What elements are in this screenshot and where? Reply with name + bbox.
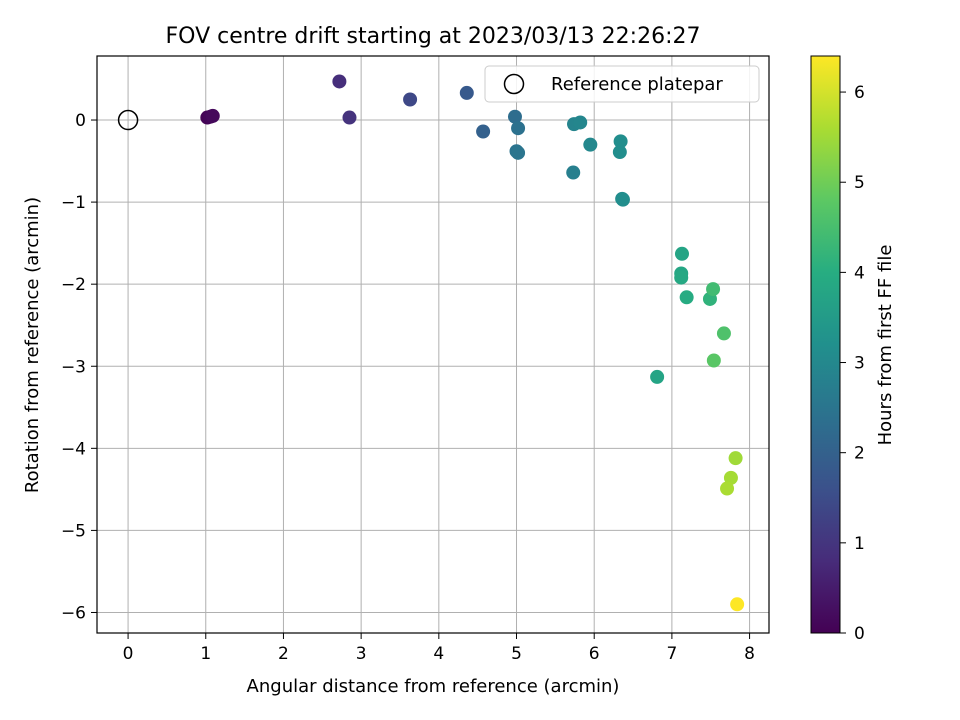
chart-title: FOV centre drift starting at 2023/03/13 … <box>166 24 701 49</box>
data-point <box>730 597 745 612</box>
y-tick-label: −3 <box>61 357 86 377</box>
y-axis-ticks: 0 −1 −2 −3 −4 −5 −6 <box>61 111 97 623</box>
x-tick-label: 7 <box>666 644 677 664</box>
data-point <box>674 246 689 261</box>
reference-platepar-marker <box>117 109 139 131</box>
data-point <box>566 165 581 180</box>
data-point <box>674 270 689 285</box>
y-axis-label: Rotation from reference (arcmin) <box>22 197 43 493</box>
data-point <box>706 282 721 297</box>
data-point <box>507 109 522 124</box>
x-tick-label: 8 <box>744 644 755 664</box>
x-tick-label: 6 <box>589 644 600 664</box>
colorbar-gradient <box>810 55 841 634</box>
data-point <box>205 108 220 123</box>
legend-reference-marker <box>503 73 525 95</box>
data-point <box>728 451 743 466</box>
colorbar-tick-label: 4 <box>854 263 865 283</box>
x-tick-label: 2 <box>278 644 289 664</box>
grid <box>97 56 769 633</box>
x-axis-label: Angular distance from reference (arcmin) <box>247 676 620 697</box>
data-point <box>723 470 738 485</box>
x-tick-label: 3 <box>356 644 367 664</box>
data-point <box>583 137 598 152</box>
legend-entry-reference-platepar: Reference platepar <box>551 74 723 95</box>
data-point <box>511 121 526 136</box>
y-tick-label: −2 <box>61 275 86 295</box>
x-tick-label: 1 <box>200 644 211 664</box>
data-point <box>613 134 628 149</box>
colorbar-tick-label: 6 <box>854 83 865 103</box>
colorbar-ticks: 0 1 2 3 4 5 6 <box>840 83 865 644</box>
data-point <box>615 192 630 207</box>
x-tick-label: 5 <box>511 644 522 664</box>
colorbar-tick-label: 2 <box>854 444 865 464</box>
data-point <box>706 353 721 368</box>
data-point <box>511 145 526 160</box>
colorbar-label: Hours from first FF file <box>875 245 896 446</box>
y-tick-label: −6 <box>61 603 86 623</box>
colorbar-tick-label: 1 <box>854 534 865 554</box>
data-point <box>573 115 588 130</box>
y-tick-label: −4 <box>61 439 86 459</box>
data-point <box>716 326 731 341</box>
data-point <box>459 85 474 100</box>
data-point <box>650 369 665 384</box>
y-tick-label: 0 <box>75 111 86 131</box>
colorbar-tick-label: 5 <box>854 173 865 193</box>
data-point <box>476 124 491 139</box>
x-tick-label: 0 <box>123 644 134 664</box>
colorbar-tick-label: 0 <box>854 624 865 644</box>
plot-area: 0 1 2 3 4 5 6 7 8 0 −1 −2 −3 −4 −5 −6 <box>61 55 770 664</box>
data-point <box>679 290 694 305</box>
x-axis-ticks: 0 1 2 3 4 5 6 7 8 <box>123 633 755 664</box>
colorbar: 0 1 2 3 4 5 6 Hours from first FF file <box>810 55 896 644</box>
y-tick-label: −1 <box>61 193 86 213</box>
data-point <box>612 145 627 160</box>
legend: Reference platepar <box>484 65 760 103</box>
data-point <box>720 481 735 496</box>
data-point <box>403 92 418 107</box>
plot-frame <box>96 55 770 634</box>
data-point <box>342 110 357 125</box>
x-tick-label: 4 <box>433 644 444 664</box>
y-tick-label: −5 <box>61 521 86 541</box>
data-point <box>332 74 347 89</box>
legend-box <box>484 65 760 103</box>
data-points <box>200 74 745 612</box>
colorbar-tick-label: 3 <box>854 354 865 374</box>
